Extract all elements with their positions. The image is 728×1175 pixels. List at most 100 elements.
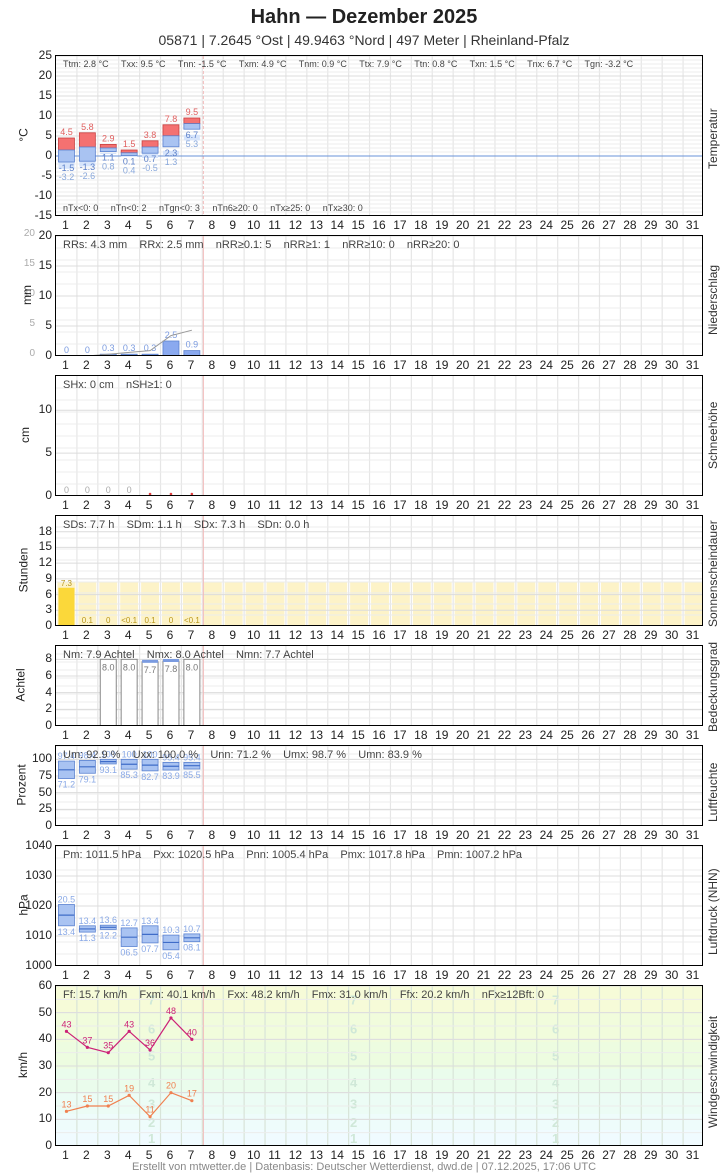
x-tick: 3 [103, 968, 111, 982]
x-tick: 10 [246, 498, 261, 512]
x-tick: 5 [145, 728, 153, 742]
y-tick: 15 [38, 539, 52, 554]
x-tick: 31 [685, 358, 700, 372]
x-tick: 25 [560, 728, 574, 742]
x-tick: 29 [644, 358, 658, 372]
x-tick: 24 [539, 968, 553, 982]
x-tick: 21 [476, 358, 491, 372]
svg-text:40: 40 [187, 1027, 197, 1037]
x-tick: 2 [83, 728, 90, 742]
x-axis-days: 1 2 3 4 5 6 7 8 9 10 11 12 13 14 15 16 17 18 19 20 21 22 23 24 2… [55, 498, 703, 512]
x-tick: 23 [518, 1148, 533, 1162]
x-tick: 12 [288, 968, 303, 982]
x-tick: 14 [330, 628, 344, 642]
panel-luftdruck: 20.5 13.4 13.4 11.3 13.6 12.2 12.7 06.5 13.4 07.7… [55, 845, 703, 966]
x-tick: 12 [288, 728, 303, 742]
x-tick: 18 [414, 968, 428, 982]
svg-text:0: 0 [127, 485, 132, 495]
svg-text:4: 4 [148, 1075, 156, 1090]
x-tick: 19 [435, 218, 449, 232]
svg-text:0: 0 [85, 485, 90, 495]
x-tick: 31 [685, 1148, 700, 1162]
x-tick: 18 [414, 498, 428, 512]
svg-text:20.5: 20.5 [58, 895, 76, 905]
x-tick: 24 [539, 628, 553, 642]
svg-text:07.7: 07.7 [141, 944, 159, 954]
y-tick: 20 [38, 1084, 52, 1099]
x-tick: 8 [208, 358, 216, 372]
x-tick: 9 [229, 218, 237, 232]
footer-credit: Erstellt von mtwetter.de | Datenbasis: D… [131, 1161, 597, 1173]
x-tick: 6 [166, 498, 174, 512]
x-tick: 1 [62, 828, 69, 842]
y-tick: 0 [45, 718, 52, 732]
x-tick: 23 [518, 968, 533, 982]
x-tick: 15 [351, 218, 365, 232]
y-tick: 12 [38, 555, 52, 570]
svg-text:9.5: 9.5 [186, 107, 199, 117]
svg-text:1: 1 [148, 1131, 155, 1146]
svg-text:0.3: 0.3 [123, 343, 136, 353]
x-tick: 4 [124, 1148, 132, 1162]
y-tick: 15 [38, 88, 52, 102]
svg-text:12.2: 12.2 [99, 930, 117, 940]
x-tick: 23 [518, 828, 533, 842]
x-tick: 6 [166, 968, 174, 982]
x-tick: 30 [665, 968, 679, 982]
x-tick: 17 [393, 628, 407, 642]
x-tick: 14 [330, 728, 344, 742]
x-tick: 29 [644, 1148, 658, 1162]
x-tick: 11 [268, 218, 281, 232]
panel-bedeckung: 8.0 8.0 7.7 7.8 8.0 Nm: 7.9 Achtel Nmx: 8.0 A… [55, 645, 703, 726]
x-tick: 20 [455, 968, 470, 982]
x-tick: 2 [83, 218, 90, 232]
x-tick: 20 [455, 828, 470, 842]
x-tick: 28 [623, 968, 637, 982]
y-tick: 20 [38, 228, 52, 242]
x-tick: 14 [330, 968, 344, 982]
y-tick: 1010 [25, 928, 52, 942]
x-tick: 16 [372, 728, 386, 742]
x-tick: 2 [83, 1148, 90, 1162]
stats-niederschlag: RRs: 4.3 mm RRx: 2.5 mm nRR≥0.1: 5 nRR≥1… [63, 239, 460, 251]
y-tick: 5 [45, 445, 52, 460]
x-tick: 16 [372, 498, 386, 512]
x-tick: 29 [644, 498, 658, 512]
svg-text:71.2: 71.2 [58, 780, 76, 790]
y-tick: 10 [38, 288, 52, 302]
y-tick: 25 [38, 801, 52, 816]
x-tick: 1 [62, 968, 69, 982]
svg-text:10.7: 10.7 [183, 924, 201, 934]
svg-text:17: 17 [187, 1089, 197, 1099]
svg-text:1.3: 1.3 [165, 157, 178, 167]
x-tick: 22 [497, 828, 512, 842]
svg-text:08.1: 08.1 [183, 943, 201, 953]
x-tick: 14 [330, 358, 344, 372]
svg-text:20: 20 [166, 1081, 176, 1091]
x-axis-days: 1 2 3 4 5 6 7 8 9 10 11 12 13 14 15 16 17 18 19 20 21 22 23 24 2… [55, 728, 703, 742]
x-tick: 2 [83, 968, 90, 982]
x-tick: 15 [351, 628, 365, 642]
svg-text:8.0: 8.0 [186, 662, 199, 672]
svg-text:10.3: 10.3 [162, 925, 180, 935]
y-tick: 0 [45, 618, 52, 632]
x-tick: 28 [623, 358, 637, 372]
x-tick: 26 [581, 498, 595, 512]
x-tick: 6 [166, 728, 174, 742]
panel-label-wind: Windgeschwindigkeit [706, 1016, 720, 1129]
svg-text:5.8: 5.8 [81, 122, 94, 132]
x-tick: 20 [455, 218, 470, 232]
x-tick: 31 [685, 728, 700, 742]
svg-text:0: 0 [106, 616, 111, 625]
x-tick: 16 [372, 1148, 386, 1162]
x-tick: 8 [208, 728, 216, 742]
svg-text:93.1: 93.1 [99, 765, 117, 775]
x-tick: 13 [309, 828, 323, 842]
x-tick: 28 [623, 828, 637, 842]
x-tick: 3 [103, 218, 111, 232]
stats-schneehoehe: SHx: 0 cm nSH≥1: 0 [63, 379, 172, 391]
svg-text:5: 5 [552, 1048, 559, 1063]
svg-text:5: 5 [350, 1048, 357, 1063]
x-tick: 10 [246, 358, 261, 372]
y-tick: 1020 [25, 898, 52, 912]
